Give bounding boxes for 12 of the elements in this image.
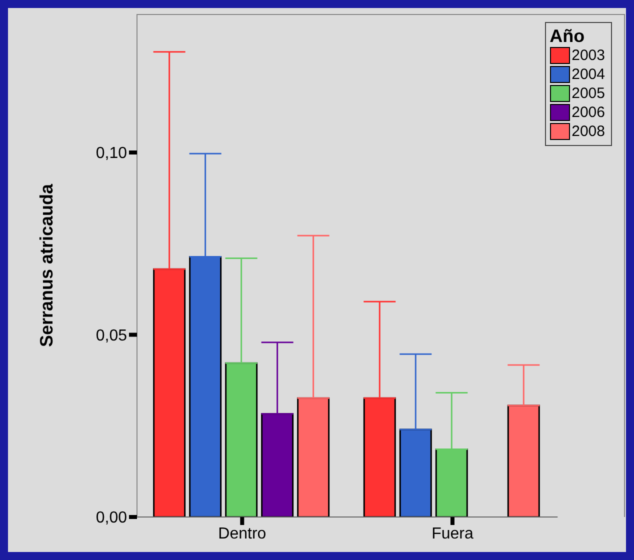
y-tick-label: 0,05 — [96, 327, 128, 344]
legend-label: 2006 — [572, 103, 605, 122]
y-tick-label: 0,00 — [96, 510, 128, 527]
x-tick-label: Dentro — [218, 525, 266, 542]
legend-label: 2008 — [572, 122, 605, 141]
y-tick-label: 0,10 — [96, 145, 128, 162]
legend-label: 2005 — [572, 84, 605, 103]
legend-title: Año — [550, 26, 586, 46]
legend-label: 2004 — [572, 65, 605, 84]
y-axis-title: Serranus atricauda — [36, 182, 56, 348]
legend-label: 2003 — [572, 46, 605, 65]
x-tick-label: Fuera — [432, 525, 474, 542]
